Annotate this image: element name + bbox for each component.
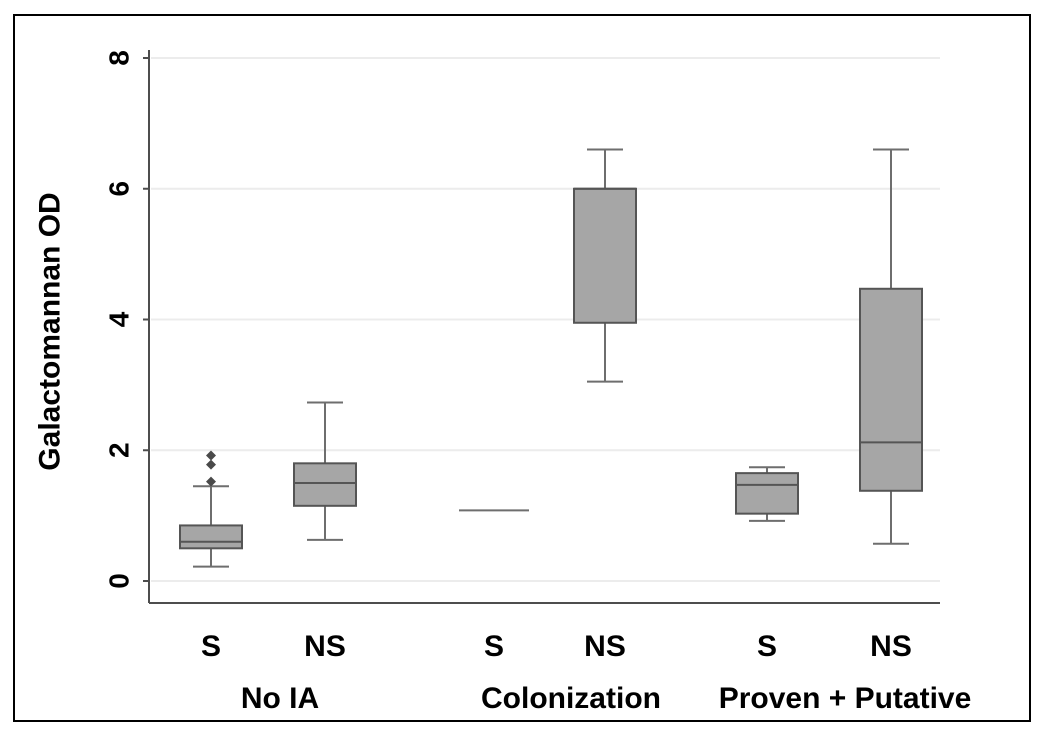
- y-axis-title: Galactomannan OD: [34, 192, 67, 470]
- outlier-point: [206, 459, 216, 470]
- x-category-label: NS: [870, 630, 912, 663]
- x-group-label: No IA: [241, 682, 319, 715]
- grid-lines: [151, 57, 940, 582]
- x-group-label: Proven + Putative: [719, 682, 972, 715]
- y-tick-label: 0: [104, 573, 135, 589]
- axes: [143, 50, 940, 604]
- y-tick-label: 2: [104, 442, 135, 458]
- iqr-box: [859, 287, 923, 492]
- x-group-label: Colonization: [481, 682, 661, 715]
- outlier-point: [206, 450, 216, 461]
- x-category-label: NS: [304, 630, 346, 663]
- x-category-label: S: [484, 630, 504, 663]
- labels: 0 2 4 6 8 Galactomannan OD S NS No IA S NS Coloniza…: [34, 50, 972, 715]
- x-category-label: S: [201, 630, 221, 663]
- y-tick-label: 4: [104, 311, 135, 327]
- iqr-box: [735, 472, 799, 515]
- iqr-box: [293, 462, 357, 507]
- y-tick-label: 8: [104, 50, 135, 66]
- iqr-box: [573, 187, 637, 324]
- x-category-label: NS: [584, 630, 626, 663]
- outlier-point: [206, 476, 216, 487]
- y-tick-label: 6: [104, 181, 135, 197]
- iqr-box: [179, 524, 243, 550]
- boxes: [179, 148, 923, 568]
- x-category-label: S: [757, 630, 777, 663]
